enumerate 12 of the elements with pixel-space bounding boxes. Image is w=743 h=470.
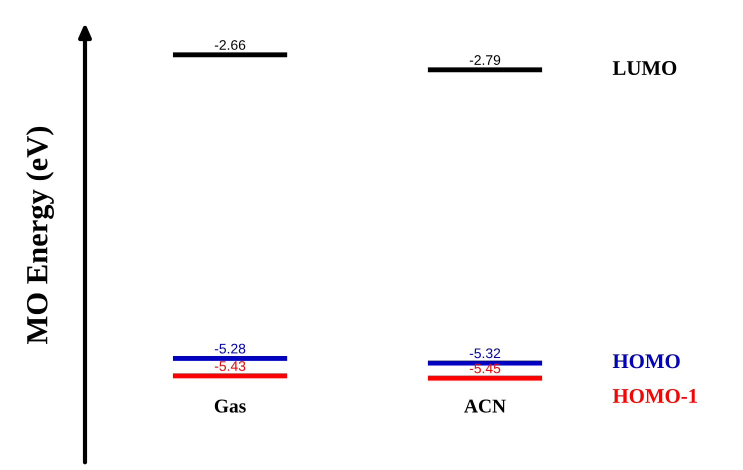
category-label: Gas [214, 400, 246, 413]
text: MO Energy (eV) [26, 126, 54, 344]
data-label: -2.66 [214, 40, 246, 50]
data-label: -5.28 [214, 344, 246, 354]
data-label: -5.43 [214, 361, 246, 371]
data-label: -5.45 [470, 364, 500, 374]
category-label: ACN [464, 400, 506, 413]
legend-label: HOMO-1 [612, 389, 698, 403]
legend-label: HOMO [612, 354, 680, 368]
data-label: -2.79 [470, 55, 500, 65]
legend-label: LUMO [612, 61, 676, 76]
data-label: -5.32 [470, 348, 500, 358]
